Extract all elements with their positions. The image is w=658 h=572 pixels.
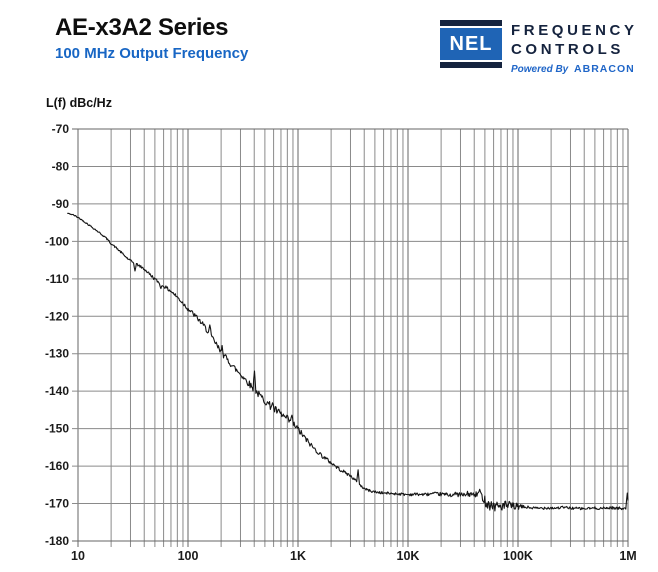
emblem-bottom-bar	[440, 62, 502, 68]
y-tick-label: -80	[52, 159, 70, 173]
y-tick-label: -140	[45, 384, 69, 398]
x-tick-label: 1M	[619, 549, 636, 563]
emblem-top-bar	[440, 20, 502, 26]
y-tick-label: -120	[45, 309, 69, 323]
page-title: AE-x3A2 Series	[55, 14, 229, 41]
abracon-brand: ABRACON	[574, 63, 635, 75]
y-tick-label: -130	[45, 347, 69, 361]
y-tick-label: -100	[45, 234, 69, 248]
x-tick-label: 10	[71, 549, 85, 563]
y-tick-label: -110	[46, 272, 70, 286]
powered-by-line: Powered By ABRACON	[511, 63, 638, 75]
nel-frequency-controls-logo: NEL FREQUENCY CONTROLS Powered By ABRACO…	[440, 20, 645, 75]
emblem-text: NEL	[449, 32, 493, 55]
gridlines	[72, 128, 629, 547]
y-tick-label: -150	[45, 422, 69, 436]
chart-y-axis-label: L(f) dBc/Hz	[46, 96, 112, 110]
nel-emblem: NEL	[440, 20, 502, 75]
logo-text: FREQUENCY CONTROLS Powered By ABRACON	[511, 20, 638, 75]
y-tick-label: -180	[45, 534, 69, 548]
tick-labels: -70 -80 -90 -100 -110 -120 -130 -140 -150 -160 -17…	[45, 122, 637, 563]
page-subtitle: 100 MHz Output Frequency	[55, 45, 249, 62]
y-tick-label: -70	[52, 122, 70, 136]
y-tick-label: -160	[45, 459, 69, 473]
emblem-box: NEL	[440, 28, 502, 60]
x-tick-label: 100	[178, 549, 199, 563]
y-tick-label: -170	[45, 497, 69, 511]
x-tick-label: 100K	[503, 549, 533, 563]
powered-by-label: Powered By	[511, 64, 569, 75]
x-tick-label: 1K	[290, 549, 306, 563]
phase-noise-curve	[67, 212, 629, 512]
logo-line-controls: CONTROLS	[511, 41, 624, 58]
y-tick-label: -90	[52, 197, 70, 211]
x-tick-label: 10K	[397, 549, 420, 563]
logo-line-frequency: FREQUENCY	[511, 22, 638, 39]
